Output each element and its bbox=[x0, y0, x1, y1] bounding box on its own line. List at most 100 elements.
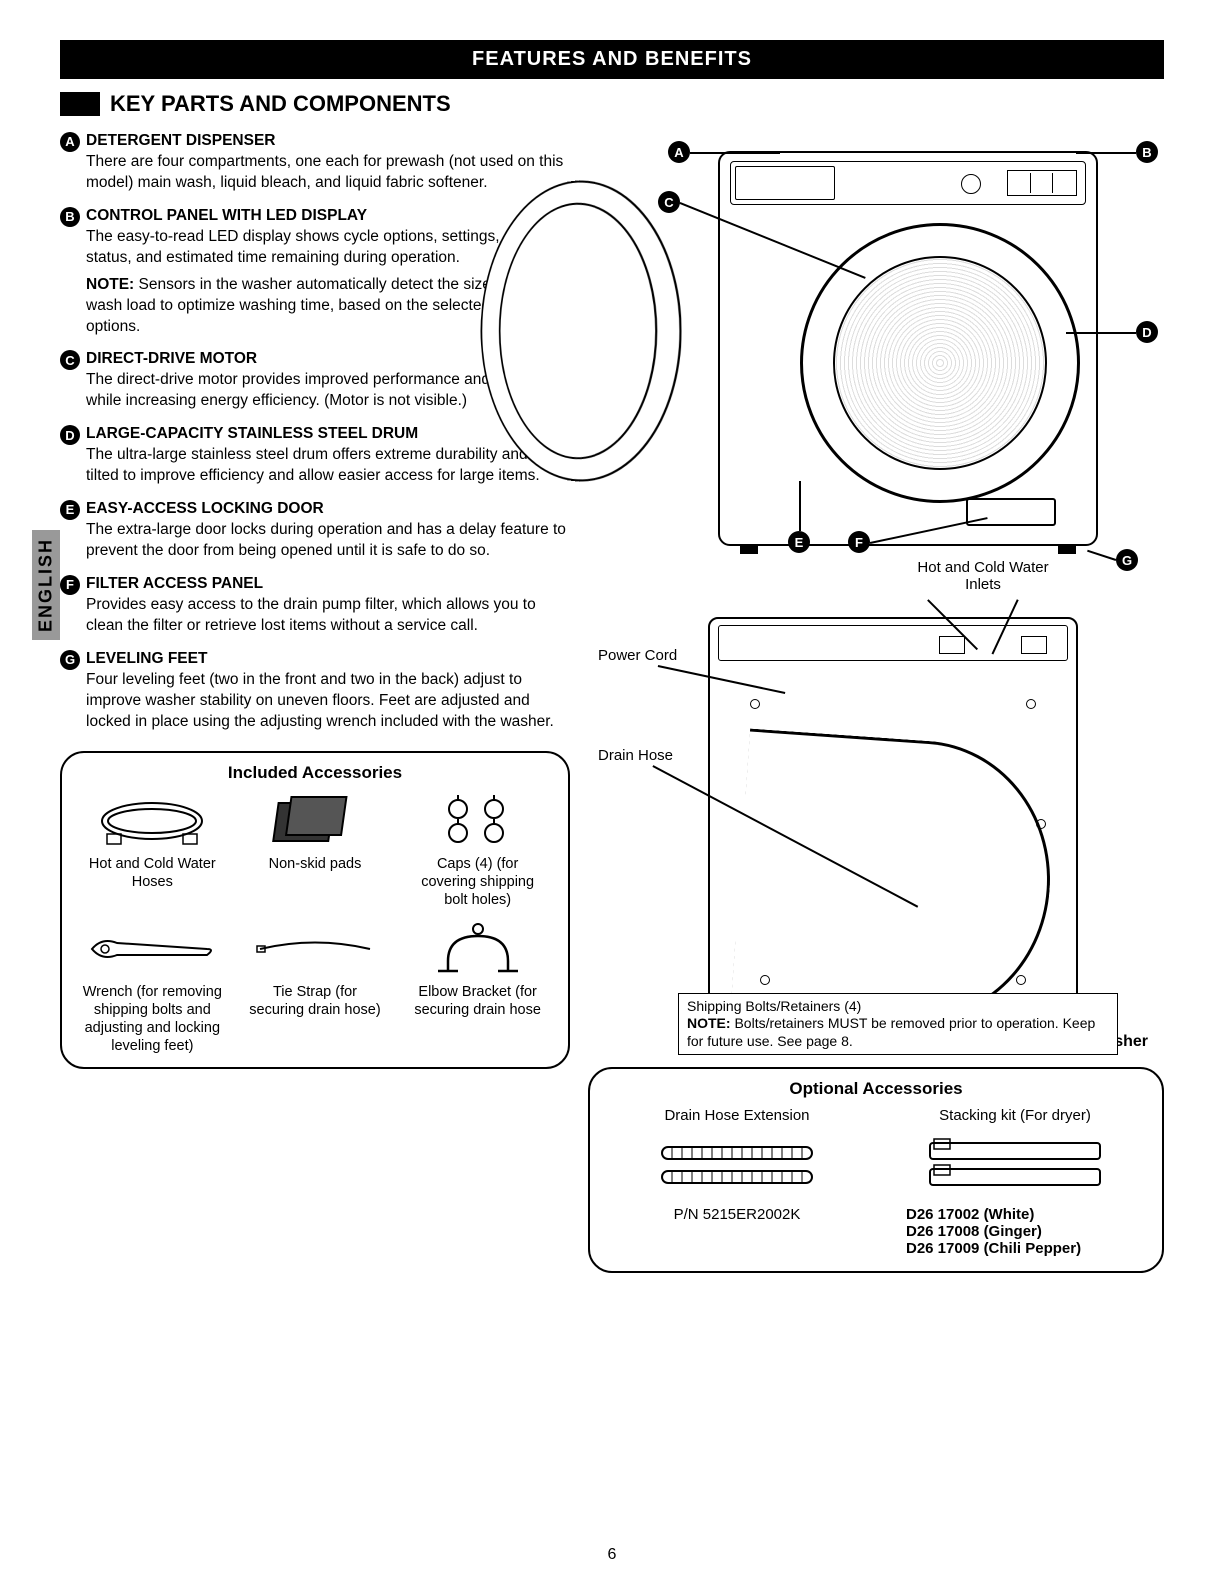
callout-line bbox=[1087, 549, 1116, 560]
shipping-bolt-note: Shipping Bolts/Retainers (4) NOTE: Bolts… bbox=[678, 993, 1118, 1056]
callout-b: B bbox=[1136, 141, 1158, 163]
optional-heading: Stacking kit (For dryer) bbox=[886, 1107, 1144, 1124]
optional-column: Drain Hose Extension P/N 5215ER2002K bbox=[608, 1107, 866, 1257]
accessory-item: Tie Strap (for securing drain hose) bbox=[245, 919, 385, 1056]
part-title: FILTER ACCESS PANEL bbox=[86, 574, 263, 595]
screw-icon bbox=[1026, 699, 1036, 709]
callout-a: A bbox=[668, 141, 690, 163]
part-body: The extra-large door locks during operat… bbox=[86, 520, 570, 562]
part-item: F FILTER ACCESS PANEL Provides easy acce… bbox=[60, 574, 570, 637]
callout-line bbox=[1066, 332, 1136, 334]
part-item: G LEVELING FEET Four leveling feet (two … bbox=[60, 649, 570, 733]
optional-row: Drain Hose Extension P/N 5215ER2002K bbox=[608, 1107, 1144, 1257]
water-inlet bbox=[1021, 636, 1047, 654]
accessory-item: Non-skid pads bbox=[245, 791, 385, 909]
callout-e: E bbox=[788, 531, 810, 553]
callout-c: C bbox=[658, 191, 680, 213]
part-letter-badge: B bbox=[60, 207, 80, 227]
dispenser-outline bbox=[735, 166, 835, 200]
drain-extension-icon bbox=[608, 1130, 866, 1200]
washer-rear-diagram: Power Cord Drain Hose Rear of Washer bbox=[598, 567, 1158, 1047]
accessory-item: Hot and Cold Water Hoses bbox=[82, 791, 222, 909]
stacking-pn: D26 17009 (Chili Pepper) bbox=[906, 1240, 1144, 1257]
control-panel bbox=[730, 161, 1086, 205]
power-cord-label: Power Cord bbox=[598, 647, 688, 664]
rear-top-panel bbox=[718, 625, 1068, 661]
optional-title: Optional Accessories bbox=[608, 1079, 1144, 1099]
optional-heading: Drain Hose Extension bbox=[608, 1107, 866, 1124]
accessory-label: Hot and Cold Water Hoses bbox=[82, 855, 222, 891]
wrench-icon bbox=[92, 919, 212, 979]
page-header-bar: FEATURES AND BENEFITS bbox=[60, 40, 1164, 79]
accessory-item: Elbow Bracket (for securing drain hose bbox=[408, 919, 548, 1056]
part-letter-badge: F bbox=[60, 575, 80, 595]
drain-hose-label: Drain Hose bbox=[598, 747, 688, 764]
leveling-foot bbox=[740, 544, 758, 554]
part-letter-badge: A bbox=[60, 132, 80, 152]
optional-column: Stacking kit (For dryer) D26 17002 (Whit… bbox=[886, 1107, 1144, 1257]
rear-body-outline bbox=[708, 617, 1078, 1037]
accessory-item: Caps (4) (for covering shipping bolt hol… bbox=[408, 791, 548, 909]
stacking-kit-icon bbox=[886, 1130, 1144, 1200]
led-display bbox=[1007, 170, 1077, 196]
main-content-row: A DETERGENT DISPENSER There are four com… bbox=[60, 131, 1164, 1273]
included-grid: Hot and Cold Water Hoses Non-skid pads C… bbox=[78, 791, 552, 1056]
washer-front-diagram: A B C D E F G bbox=[588, 131, 1158, 561]
drum-outer-ring bbox=[800, 223, 1080, 503]
part-item: E EASY-ACCESS LOCKING DOOR The extra-lar… bbox=[60, 499, 570, 562]
door-inner-ring bbox=[499, 194, 658, 468]
drum-inner bbox=[833, 256, 1047, 470]
language-tab: ENGLISH bbox=[32, 530, 60, 640]
part-letter-badge: G bbox=[60, 650, 80, 670]
part-letter-badge: E bbox=[60, 500, 80, 520]
part-body: Provides easy access to the drain pump f… bbox=[86, 595, 570, 637]
part-title: EASY-ACCESS LOCKING DOOR bbox=[86, 499, 324, 520]
caps-icon bbox=[418, 791, 538, 851]
rear-washer-section: Hot and Cold Water Inlets Power Cord bbox=[588, 567, 1164, 1047]
tiestrap-icon bbox=[255, 919, 375, 979]
stacking-pn: D26 17008 (Ginger) bbox=[906, 1223, 1144, 1240]
section-title-row: KEY PARTS AND COMPONENTS bbox=[60, 91, 1164, 117]
included-accessories-box: Included Accessories Hot and Cold Water … bbox=[60, 751, 570, 1070]
section-title: KEY PARTS AND COMPONENTS bbox=[110, 91, 451, 117]
washer-body-outline bbox=[718, 151, 1098, 546]
part-body: There are four compartments, one each fo… bbox=[86, 152, 570, 194]
included-title: Included Accessories bbox=[78, 763, 552, 783]
callout-line bbox=[1076, 152, 1136, 154]
section-title-marker bbox=[60, 92, 100, 116]
callout-f: F bbox=[848, 531, 870, 553]
accessory-label: Tie Strap (for securing drain hose) bbox=[245, 983, 385, 1019]
note-label: NOTE: bbox=[86, 276, 134, 293]
diagrams-column: A B C D E F G Hot and Cold Water Inlets bbox=[588, 131, 1164, 1273]
bolt-note-body: Bolts/retainers MUST be removed prior to… bbox=[687, 1015, 1095, 1049]
accessory-label: Non-skid pads bbox=[245, 855, 385, 873]
part-letter-badge: D bbox=[60, 425, 80, 445]
part-title: DIRECT-DRIVE MOTOR bbox=[86, 349, 257, 370]
part-title: CONTROL PANEL WITH LED DISPLAY bbox=[86, 206, 367, 227]
screw-icon bbox=[750, 699, 760, 709]
part-body: The ultra-large stainless steel drum off… bbox=[86, 445, 570, 487]
part-item: A DETERGENT DISPENSER There are four com… bbox=[60, 131, 570, 194]
water-inlet bbox=[939, 636, 965, 654]
bolt-note-title: Shipping Bolts/Retainers (4) bbox=[687, 998, 1109, 1016]
accessory-label: Wrench (for removing shipping bolts and … bbox=[82, 983, 222, 1056]
optional-pn: P/N 5215ER2002K bbox=[608, 1206, 866, 1223]
screw-icon bbox=[1016, 975, 1026, 985]
drain-hose-outline bbox=[731, 729, 1060, 1030]
note-label: NOTE: bbox=[687, 1015, 731, 1031]
filter-access-panel bbox=[966, 498, 1056, 526]
accessory-item: Wrench (for removing shipping bolts and … bbox=[82, 919, 222, 1056]
callout-line bbox=[799, 481, 801, 531]
page-number: 6 bbox=[608, 1546, 617, 1564]
optional-accessories-box: Optional Accessories Drain Hose Extensio… bbox=[588, 1067, 1164, 1273]
hoses-icon bbox=[92, 791, 212, 851]
part-body: Four leveling feet (two in the front and… bbox=[86, 670, 570, 733]
accessory-label: Elbow Bracket (for securing drain hose bbox=[408, 983, 548, 1019]
part-title: DETERGENT DISPENSER bbox=[86, 131, 275, 152]
part-letter-badge: C bbox=[60, 350, 80, 370]
callout-d: D bbox=[1136, 321, 1158, 343]
pads-icon bbox=[255, 791, 375, 851]
part-title: LARGE-CAPACITY STAINLESS STEEL DRUM bbox=[86, 424, 418, 445]
part-title: LEVELING FEET bbox=[86, 649, 207, 670]
control-knob bbox=[961, 174, 981, 194]
